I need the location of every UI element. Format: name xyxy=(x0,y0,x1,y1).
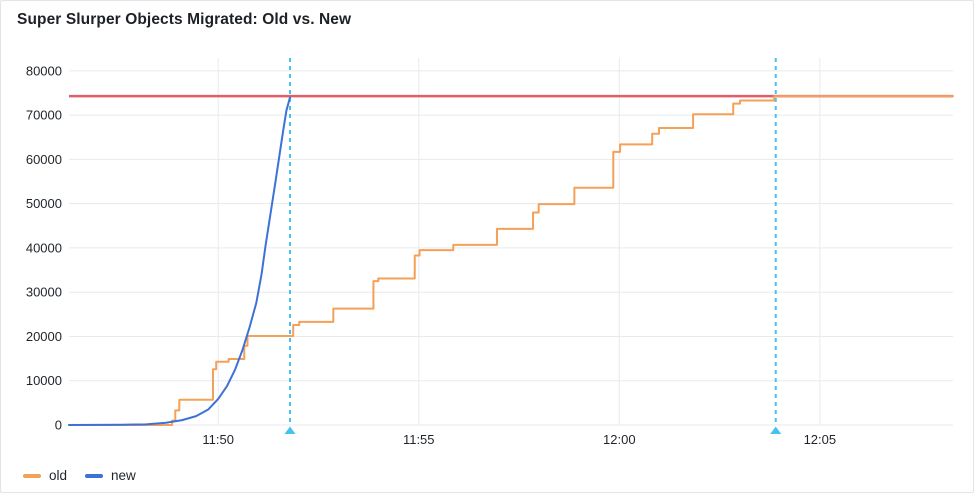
x-tick-label: 12:05 xyxy=(804,432,837,447)
y-tick-label: 0 xyxy=(55,418,62,433)
annotation-marker[interactable] xyxy=(284,426,296,435)
y-tick-label: 80000 xyxy=(26,63,62,78)
legend-series-label: new xyxy=(111,468,136,483)
series-new-line xyxy=(68,96,291,426)
legend-series-label: old xyxy=(49,468,68,483)
annotation-marker[interactable] xyxy=(770,426,782,435)
series-old-line xyxy=(68,95,954,426)
legend: old new xyxy=(23,468,136,483)
y-tick-label: 10000 xyxy=(26,373,62,388)
y-tick-label: 40000 xyxy=(26,240,62,255)
panel-title: Super Slurper Objects Migrated: Old vs. … xyxy=(17,11,352,28)
y-tick-label: 60000 xyxy=(26,152,62,167)
y-tick-label: 50000 xyxy=(26,196,62,211)
legend-series-swatch xyxy=(23,473,41,478)
legend-series-swatch xyxy=(85,473,104,478)
y-tick-label: 30000 xyxy=(26,285,62,300)
y-tick-label: 20000 xyxy=(26,329,62,344)
x-tick-label: 12:00 xyxy=(603,432,636,447)
legend-item-old[interactable]: old xyxy=(23,468,67,483)
y-tick-label: 70000 xyxy=(26,108,62,123)
x-tick-label: 11:50 xyxy=(202,432,234,447)
legend-item-new[interactable]: new xyxy=(85,468,136,483)
x-tick-label: 11:55 xyxy=(403,432,435,447)
